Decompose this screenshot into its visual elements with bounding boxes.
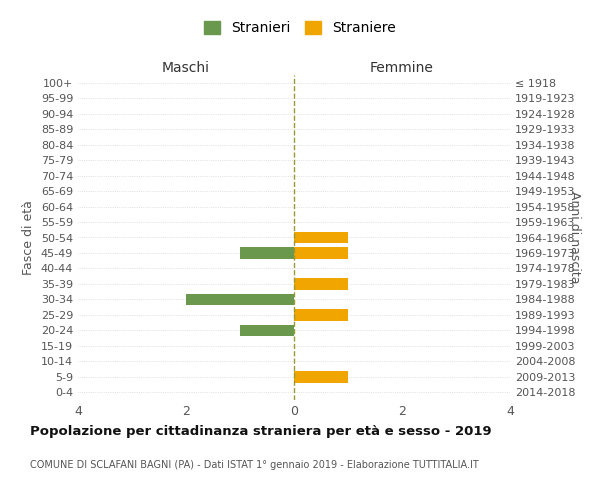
Y-axis label: Anni di nascita: Anni di nascita xyxy=(568,191,581,284)
Legend: Stranieri, Straniere: Stranieri, Straniere xyxy=(200,17,400,40)
Text: Maschi: Maschi xyxy=(162,61,210,75)
Bar xyxy=(294,247,348,259)
Y-axis label: Fasce di età: Fasce di età xyxy=(22,200,35,275)
Bar xyxy=(186,294,294,305)
Bar xyxy=(240,247,294,259)
Bar xyxy=(294,371,348,382)
Bar xyxy=(294,309,348,320)
Bar xyxy=(240,324,294,336)
Bar xyxy=(294,232,348,243)
Text: Popolazione per cittadinanza straniera per età e sesso - 2019: Popolazione per cittadinanza straniera p… xyxy=(30,425,491,438)
Bar xyxy=(294,278,348,289)
Text: Femmine: Femmine xyxy=(370,61,434,75)
Text: COMUNE DI SCLAFANI BAGNI (PA) - Dati ISTAT 1° gennaio 2019 - Elaborazione TUTTIT: COMUNE DI SCLAFANI BAGNI (PA) - Dati IST… xyxy=(30,460,479,470)
